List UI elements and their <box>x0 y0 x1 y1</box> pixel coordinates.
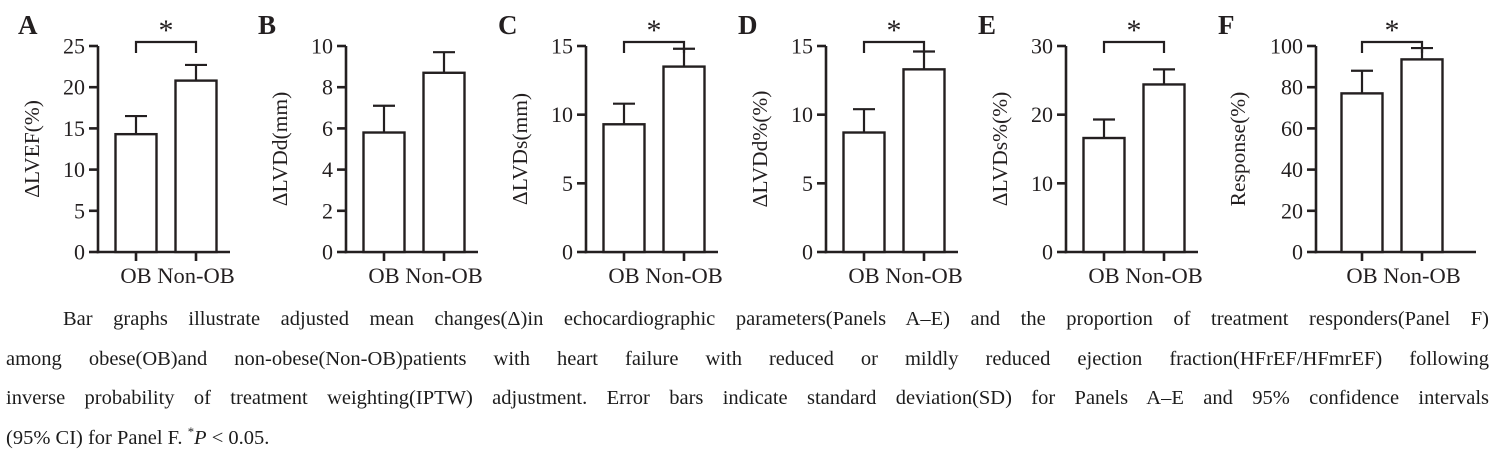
y-tick-label: 5 <box>802 171 813 196</box>
y-tick-label: 10 <box>551 102 573 127</box>
y-tick-label: 25 <box>63 34 85 59</box>
y-tick-label: 80 <box>1281 75 1303 100</box>
significance-bracket <box>862 40 926 53</box>
y-axis-title: ΔLVDd%(%) <box>750 91 772 208</box>
panel-D: D 0 5 10 15 ΔLVDd%(%) OB Non-OB * <box>728 0 968 292</box>
bar-chart-A: 0 5 10 15 20 25 ΔLVEF(%) OB Non-OB * <box>22 14 235 288</box>
y-tick-label: 2 <box>322 198 333 223</box>
y-tick-label: 5 <box>562 171 573 196</box>
panel-B: B 0 2 4 6 8 10 ΔLVDd(mm) OB Non-OB <box>248 0 488 292</box>
y-tick-label: 0 <box>1042 240 1053 265</box>
y-tick-label: 0 <box>74 240 85 265</box>
x-category-label: Non-OB <box>1125 263 1203 288</box>
bar-Non-OB <box>1142 83 1186 254</box>
bar-Non-OB <box>422 71 466 254</box>
panel-letter-B: B <box>258 10 277 40</box>
significance-bracket <box>1102 40 1166 53</box>
bar-chart-E: 0 10 20 30 ΔLVDs%(%) OB Non-OB * <box>990 14 1203 288</box>
x-category-label: OB <box>608 263 639 288</box>
panel-C: C 0 5 10 15 ΔLVDs(mm) OB Non-OB * <box>488 0 728 292</box>
caption-line-4: (95% CI) for Panel F. *P < 0.05. <box>6 419 1489 459</box>
y-tick-label: 20 <box>1281 198 1303 223</box>
panel-A: A 0 5 10 15 20 25 ΔLVEF(%) OB Non-OB * <box>0 0 248 292</box>
bar-chart-B: 0 2 4 6 8 10 ΔLVDd(mm) OB Non-OB <box>270 34 483 289</box>
bar-OB <box>842 131 886 254</box>
panel-letter-C: C <box>498 10 518 40</box>
panel-E: E 0 10 20 30 ΔLVDs%(%) OB Non-OB * <box>968 0 1208 292</box>
x-category-label: Non-OB <box>885 263 963 288</box>
bar-Non-OB <box>1400 58 1444 254</box>
bar-OB <box>114 132 158 254</box>
y-tick-label: 10 <box>1031 171 1053 196</box>
caption-significance-asterisk: * <box>187 424 195 439</box>
y-tick-label: 8 <box>322 75 333 100</box>
panel-letter-F: F <box>1218 10 1235 40</box>
bar-OB <box>362 131 406 254</box>
bar-chart-C: 0 5 10 15 ΔLVDs(mm) OB Non-OB * <box>510 14 723 288</box>
y-axis-title: ΔLVEF(%) <box>22 100 44 198</box>
x-category-label: OB <box>120 263 151 288</box>
y-axis-title: ΔLVDs(mm) <box>510 93 532 205</box>
y-axis-title: ΔLVDd(mm) <box>270 92 292 207</box>
significance-asterisk: * <box>159 14 174 47</box>
figure-panels-row: A 0 5 10 15 20 25 ΔLVEF(%) OB Non-OB * B 0 2 4 6 8 10 Δ… <box>0 0 1495 292</box>
panel-F: F 0 20 40 60 80 100 Response(%) OB Non-OB * <box>1208 0 1495 292</box>
y-tick-label: 5 <box>74 198 85 223</box>
significance-asterisk: * <box>1127 14 1142 47</box>
y-tick-label: 15 <box>551 34 573 59</box>
y-tick-label: 60 <box>1281 116 1303 141</box>
y-tick-label: 15 <box>791 34 813 59</box>
y-tick-label: 30 <box>1031 34 1053 59</box>
bar-OB <box>1340 92 1384 254</box>
x-category-label: Non-OB <box>405 263 483 288</box>
y-tick-label: 0 <box>802 240 813 265</box>
x-category-label: Non-OB <box>645 263 723 288</box>
caption-p-symbol: P <box>194 426 207 449</box>
bar-Non-OB <box>662 65 706 254</box>
bar-Non-OB <box>174 79 218 254</box>
y-tick-label: 10 <box>791 102 813 127</box>
panel-letter-D: D <box>738 10 758 40</box>
x-category-label: OB <box>848 263 879 288</box>
y-tick-label: 10 <box>311 34 333 59</box>
y-axis-title: ΔLVDs%(%) <box>990 92 1012 207</box>
caption-line4-rest: < 0.05. <box>206 426 270 449</box>
y-tick-label: 15 <box>63 116 85 141</box>
y-tick-label: 0 <box>322 240 333 265</box>
x-category-label: OB <box>368 263 399 288</box>
x-category-label: Non-OB <box>157 263 235 288</box>
x-category-label: Non-OB <box>1383 263 1461 288</box>
y-tick-label: 40 <box>1281 157 1303 182</box>
panel-letter-E: E <box>978 10 997 40</box>
caption-line4-prefix: (95% CI) for Panel F. <box>6 426 188 449</box>
panel-letter-A: A <box>18 10 38 40</box>
significance-bracket <box>134 40 198 53</box>
bar-chart-F: 0 20 40 60 80 100 Response(%) OB Non-OB * <box>1228 14 1476 288</box>
y-tick-label: 20 <box>1031 102 1053 127</box>
bar-Non-OB <box>902 68 946 254</box>
caption-line-1: Bar graphs illustrate adjusted mean chan… <box>63 308 1489 330</box>
y-tick-label: 4 <box>322 157 333 182</box>
bar-OB <box>602 123 646 254</box>
significance-asterisk: * <box>647 14 662 47</box>
y-tick-label: 10 <box>63 157 85 182</box>
caption-line-3: inverse probability of treatment weighti… <box>6 387 1489 409</box>
y-tick-label: 20 <box>63 75 85 100</box>
significance-bracket <box>622 40 686 53</box>
x-category-label: OB <box>1346 263 1377 288</box>
x-category-label: OB <box>1088 263 1119 288</box>
bar-OB <box>1082 136 1126 254</box>
significance-bracket <box>1360 40 1424 53</box>
figure-caption: Bar graphs illustrate adjusted mean chan… <box>6 300 1489 458</box>
y-tick-label: 0 <box>562 240 573 265</box>
caption-line-2: among obese(OB)and non-obese(Non-OB)pati… <box>6 347 1489 370</box>
y-axis-title: Response(%) <box>1228 92 1250 207</box>
y-tick-label: 6 <box>322 116 333 141</box>
significance-asterisk: * <box>1385 14 1400 47</box>
y-tick-label: 0 <box>1292 240 1303 265</box>
bar-chart-D: 0 5 10 15 ΔLVDd%(%) OB Non-OB * <box>750 14 963 288</box>
significance-asterisk: * <box>887 14 902 47</box>
y-tick-label: 100 <box>1270 34 1303 59</box>
